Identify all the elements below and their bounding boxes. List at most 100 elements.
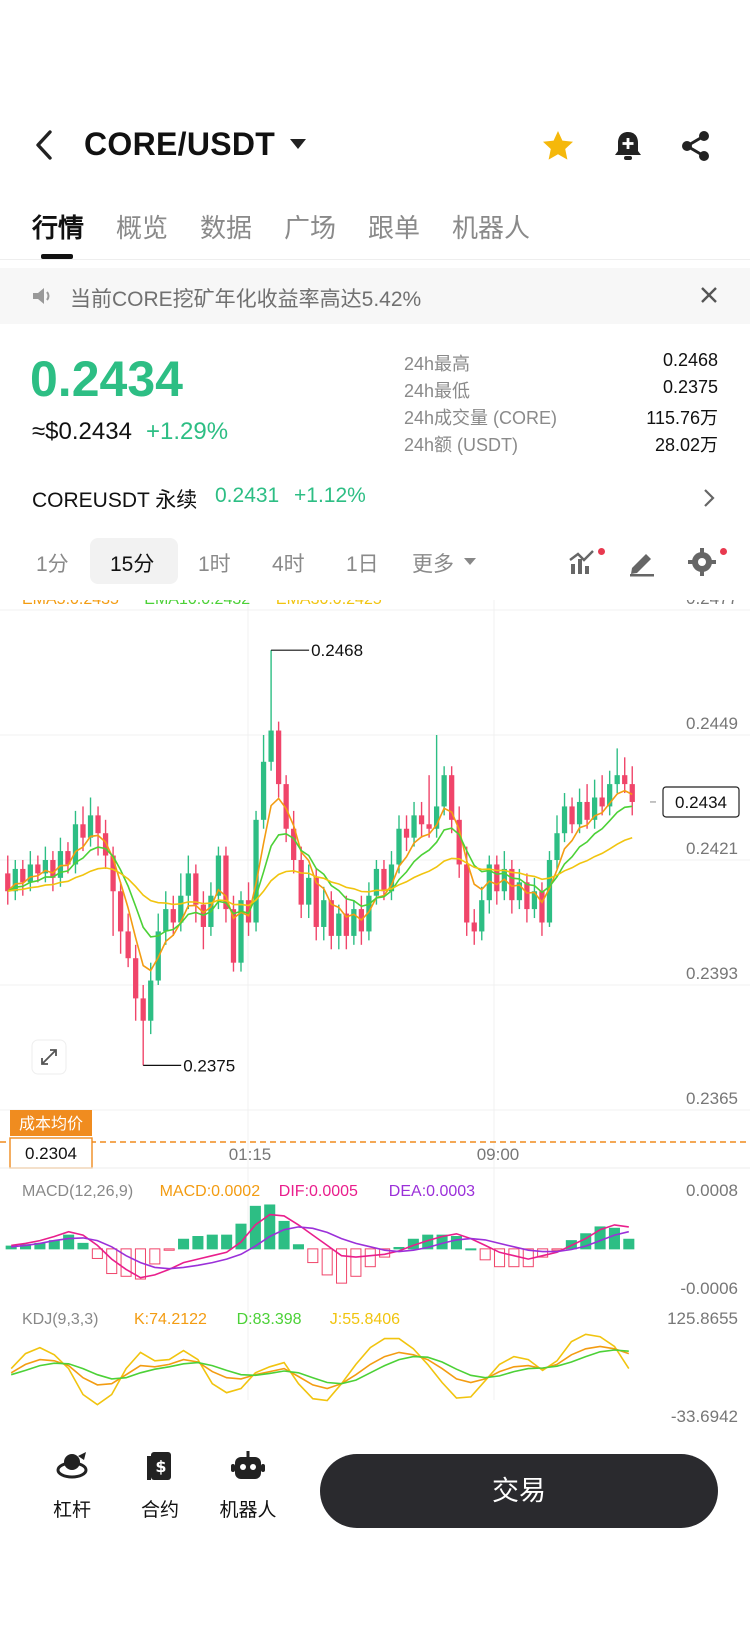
active-tab-indicator	[41, 254, 73, 259]
cost-value-box	[9, 1137, 93, 1169]
candle-body	[185, 873, 191, 896]
macd-histogram-bar	[465, 1248, 477, 1251]
robot-button[interactable]: 机器人	[208, 1450, 288, 1522]
contract-button[interactable]: $ 合约	[120, 1450, 200, 1522]
tab-overview[interactable]: 概览	[116, 213, 169, 243]
chart-area[interactable]: 0.2477 0.2449 0.2421 0.2393 0.2365 EMA5:0.243…	[0, 600, 750, 1440]
y-tick-label: 125.8655	[667, 1309, 738, 1328]
interval-1m[interactable]: 1分	[36, 553, 69, 576]
kdj-k-line	[10, 1345, 630, 1390]
perpetual-contract-row[interactable]: COREUSDT 永续 0.2431 +1.12%	[0, 478, 750, 520]
kdj-legend: J:55.8406	[330, 1311, 400, 1328]
tab-copy-trade[interactable]: 跟单	[368, 213, 421, 243]
interval-1h[interactable]: 1时	[198, 553, 231, 576]
candle-body	[12, 868, 18, 892]
tab-bots[interactable]: 机器人	[452, 213, 531, 243]
candle-body	[403, 828, 410, 838]
candle-body	[223, 855, 229, 910]
dropdown-caret-icon[interactable]	[290, 139, 306, 149]
candle-body	[509, 868, 515, 901]
candle-body	[102, 833, 109, 856]
candle-body	[238, 900, 244, 963]
more-caret-icon[interactable]	[464, 558, 476, 565]
macd-histogram-bar	[192, 1236, 204, 1250]
candle-body	[418, 815, 425, 825]
candle-body	[614, 775, 620, 785]
settings-alert-dot	[720, 548, 727, 555]
back-icon[interactable]	[28, 128, 62, 162]
share-icon[interactable]	[678, 128, 714, 164]
trade-button[interactable]: 交易	[320, 1454, 718, 1528]
stat-low-value: 0.2375	[662, 377, 718, 397]
kline-chart[interactable]: 0.2477 0.2449 0.2421 0.2393 0.2365 EMA5:0.243…	[0, 600, 750, 1440]
candle-body	[35, 864, 41, 874]
candle-body	[140, 998, 146, 1021]
leverage-icon	[56, 1452, 88, 1479]
candle-body	[531, 891, 538, 910]
interval-15m[interactable]: 15分	[110, 553, 155, 576]
macd-dif-line	[11, 1213, 629, 1279]
tab-data[interactable]: 数据	[200, 213, 253, 243]
star-icon[interactable]	[540, 128, 576, 164]
candle-body	[72, 824, 79, 865]
macd-legend: MACD(12,26,9)	[22, 1183, 133, 1200]
candle-body	[298, 860, 304, 905]
ema-legend: EMA5:0.2435	[22, 600, 119, 608]
candle-body	[163, 909, 169, 932]
stat-low-label: 24h最低	[404, 381, 471, 401]
candle-body	[65, 851, 71, 865]
tab-market[interactable]: 行情	[32, 213, 85, 243]
robot-icon	[231, 1451, 265, 1479]
leverage-button[interactable]: 杠杆	[32, 1450, 112, 1522]
macd-histogram-bar	[321, 1248, 333, 1276]
notice-banner[interactable]: 当前CORE挖矿年化收益率高达5.42%	[0, 268, 750, 324]
candle-body	[569, 806, 575, 825]
candle-body	[351, 909, 357, 936]
macd-legend: MACD:0.0002	[160, 1183, 261, 1200]
candle-body	[178, 895, 184, 923]
candle-body	[230, 909, 237, 963]
candle-body	[456, 819, 462, 865]
candle-body	[268, 730, 274, 762]
macd-histogram-bar	[120, 1248, 132, 1277]
macd-histogram-bar	[264, 1204, 276, 1250]
draw-pen-icon[interactable]	[626, 546, 658, 578]
price-change: +1.29%	[146, 418, 229, 445]
interval-more[interactable]: 更多	[412, 553, 454, 576]
tab-square[interactable]: 广场	[284, 213, 337, 243]
candle-body	[396, 828, 402, 865]
cost-label: 成本均价	[19, 1115, 83, 1133]
contract-icon: $	[147, 1452, 171, 1480]
macd-legend: DIF:0.0005	[279, 1183, 358, 1200]
candle-body	[388, 864, 395, 892]
y-tick-label: 0.2449	[686, 714, 738, 733]
settings-gear-icon[interactable]	[686, 546, 718, 578]
candle-body	[95, 815, 101, 834]
macd-dea-line	[11, 1226, 629, 1270]
candle-body	[607, 784, 613, 807]
y-tick-label: 0.2393	[686, 964, 738, 983]
interval-1d[interactable]: 1日	[346, 553, 379, 576]
candle-body	[381, 868, 387, 892]
candle-body	[471, 922, 477, 932]
header-bar: CORE/USDT	[0, 110, 750, 180]
candle-body	[50, 860, 56, 878]
candle-body	[373, 868, 380, 896]
macd-histogram-bar	[307, 1248, 319, 1264]
trading-pair-title[interactable]: CORE/USDT	[84, 126, 276, 162]
candle-body	[343, 913, 349, 936]
perp-price: 0.2431	[215, 484, 280, 507]
interval-4h[interactable]: 4时	[272, 553, 305, 576]
y-tick-label: 0.2365	[686, 1089, 738, 1108]
candle-body	[328, 900, 334, 936]
candle-body	[449, 775, 455, 820]
macd-histogram-bar	[623, 1238, 635, 1250]
bell-plus-icon[interactable]	[610, 128, 646, 164]
candle-body	[554, 833, 560, 860]
macd-histogram-bar	[249, 1205, 261, 1250]
candle-body	[629, 784, 635, 802]
close-icon[interactable]	[694, 280, 724, 310]
indicator-alert-dot	[598, 548, 605, 555]
stat-turnover-label: 24h额 (USDT)	[404, 435, 519, 455]
indicator-icon[interactable]	[566, 546, 598, 578]
